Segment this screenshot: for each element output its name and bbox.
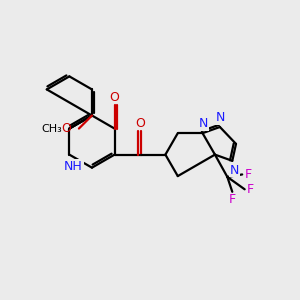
Text: F: F: [244, 168, 252, 181]
Text: NH: NH: [64, 160, 83, 173]
Text: N: N: [216, 111, 225, 124]
Text: O: O: [61, 122, 71, 135]
Text: F: F: [229, 193, 236, 206]
Text: O: O: [136, 117, 146, 130]
Text: CH₃: CH₃: [41, 124, 62, 134]
Text: N: N: [199, 117, 208, 130]
Text: NH: NH: [64, 160, 83, 173]
Text: N: N: [230, 164, 239, 177]
Text: F: F: [247, 183, 254, 196]
Text: NH: NH: [64, 160, 83, 173]
Text: O: O: [110, 91, 119, 104]
